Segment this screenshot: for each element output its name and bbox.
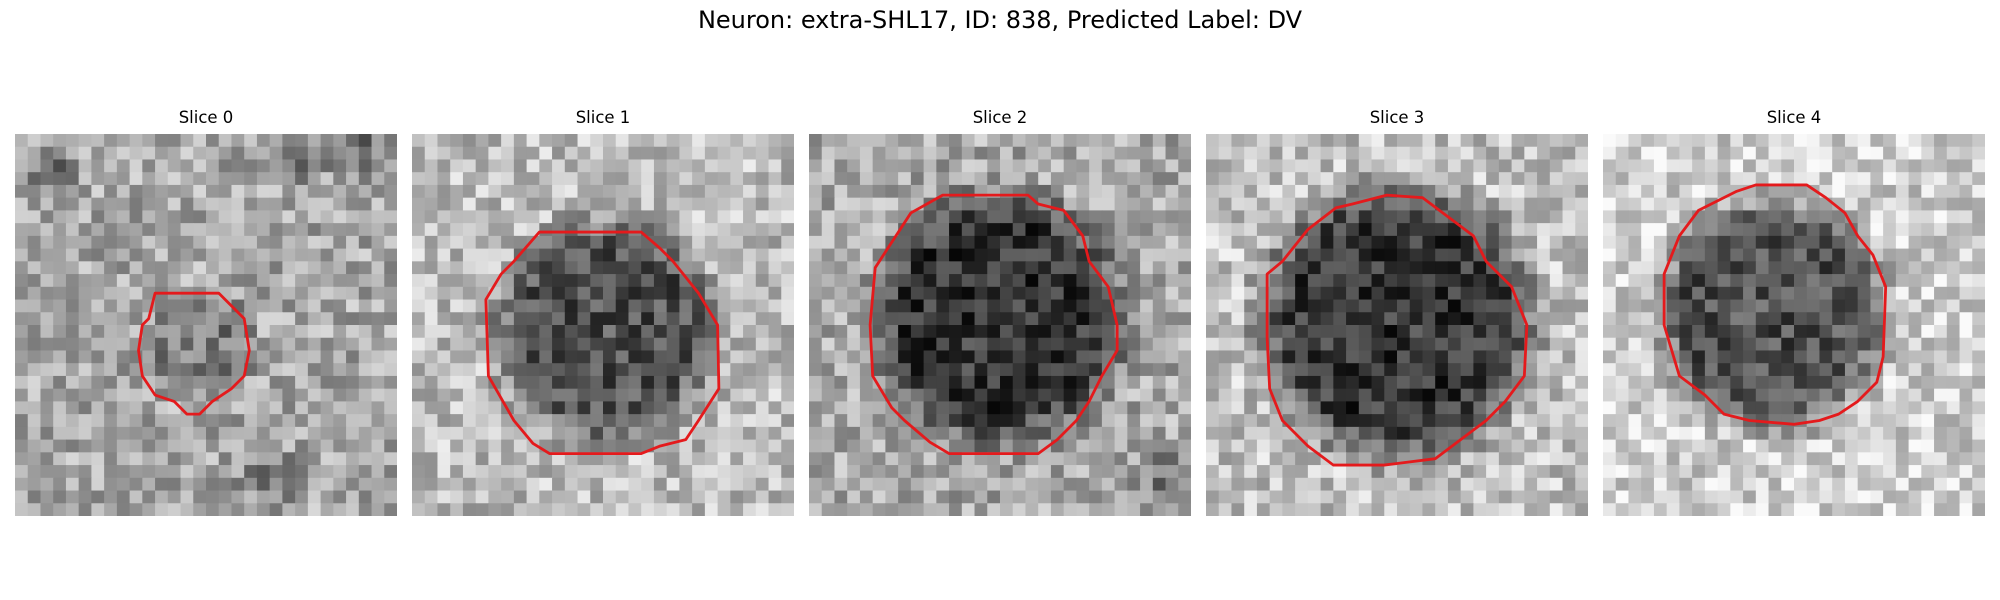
slice-title-4: Slice 4 <box>1766 108 1822 127</box>
slice-image-1 <box>412 134 794 516</box>
slice-image-2 <box>809 134 1191 516</box>
slice-image-3 <box>1206 134 1588 516</box>
segmentation-contour <box>137 291 251 416</box>
slice-image-0 <box>15 134 397 516</box>
slice-title-1: Slice 1 <box>575 108 631 127</box>
slice-title-2: Slice 2 <box>972 108 1028 127</box>
segmentation-contour <box>1662 183 1888 426</box>
segmentation-contour <box>1265 193 1529 467</box>
slice-image-4 <box>1603 134 1985 516</box>
slice-title-0: Slice 0 <box>178 108 234 127</box>
segmentation-contour <box>868 193 1119 456</box>
slice-title-3: Slice 3 <box>1369 108 1425 127</box>
figure-title: Neuron: extra-SHL17, ID: 838, Predicted … <box>697 6 1303 34</box>
segmentation-contour <box>484 230 721 456</box>
